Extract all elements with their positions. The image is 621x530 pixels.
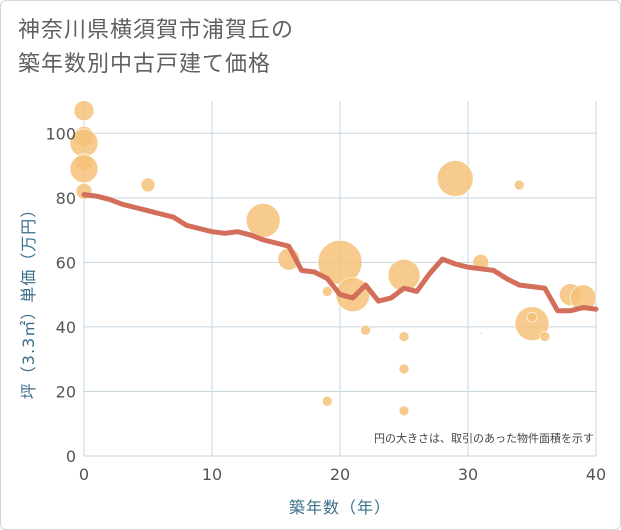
x-axis-title: 築年数（年） bbox=[289, 498, 391, 517]
bubble bbox=[69, 154, 99, 184]
bubble bbox=[398, 405, 410, 417]
bubble bbox=[436, 160, 474, 197]
bubble bbox=[360, 324, 371, 336]
bubble bbox=[526, 311, 538, 323]
title-line-2: 築年数別中古戸建て価格 bbox=[18, 52, 272, 77]
y-tick-label: 100 bbox=[45, 124, 76, 143]
y-tick-label: 40 bbox=[56, 318, 76, 337]
x-tick-label: 20 bbox=[330, 465, 350, 484]
y-tick-label: 60 bbox=[56, 253, 76, 272]
bubble bbox=[321, 395, 333, 407]
x-tick-label: 30 bbox=[458, 465, 478, 484]
bubble bbox=[398, 331, 410, 342]
y-axis-title: 坪（3.3㎡）単価（万円） bbox=[19, 201, 38, 399]
y-tick-labels: 0 20 40 60 80 100 bbox=[45, 124, 76, 466]
bubble bbox=[513, 179, 525, 191]
bubble bbox=[398, 363, 410, 375]
bubble bbox=[73, 100, 95, 121]
bubble bbox=[140, 177, 156, 193]
bubble-size-note: 円の大きさは、取引のあった物件面積を示す bbox=[374, 431, 594, 445]
bubble bbox=[479, 332, 483, 335]
y-tick-label: 20 bbox=[56, 382, 76, 401]
bubble-series bbox=[69, 100, 597, 417]
bubble bbox=[569, 284, 597, 312]
chart-title: 神奈川県横須賀市浦賀丘の 築年数別中古戸建て価格 bbox=[18, 14, 294, 82]
title-line-1: 神奈川県横須賀市浦賀丘の bbox=[18, 18, 295, 43]
x-tick-labels: 0 10 20 30 40 bbox=[79, 465, 606, 484]
bubble bbox=[514, 306, 550, 341]
x-tick-label: 40 bbox=[586, 465, 606, 484]
x-tick-label: 0 bbox=[79, 465, 89, 484]
bubble bbox=[245, 203, 281, 238]
bubble bbox=[539, 331, 551, 342]
y-tick-label: 80 bbox=[56, 189, 76, 208]
x-tick-label: 10 bbox=[202, 465, 222, 484]
y-tick-label: 0 bbox=[66, 447, 76, 466]
bubble bbox=[321, 286, 333, 297]
trend-line bbox=[81, 192, 599, 314]
